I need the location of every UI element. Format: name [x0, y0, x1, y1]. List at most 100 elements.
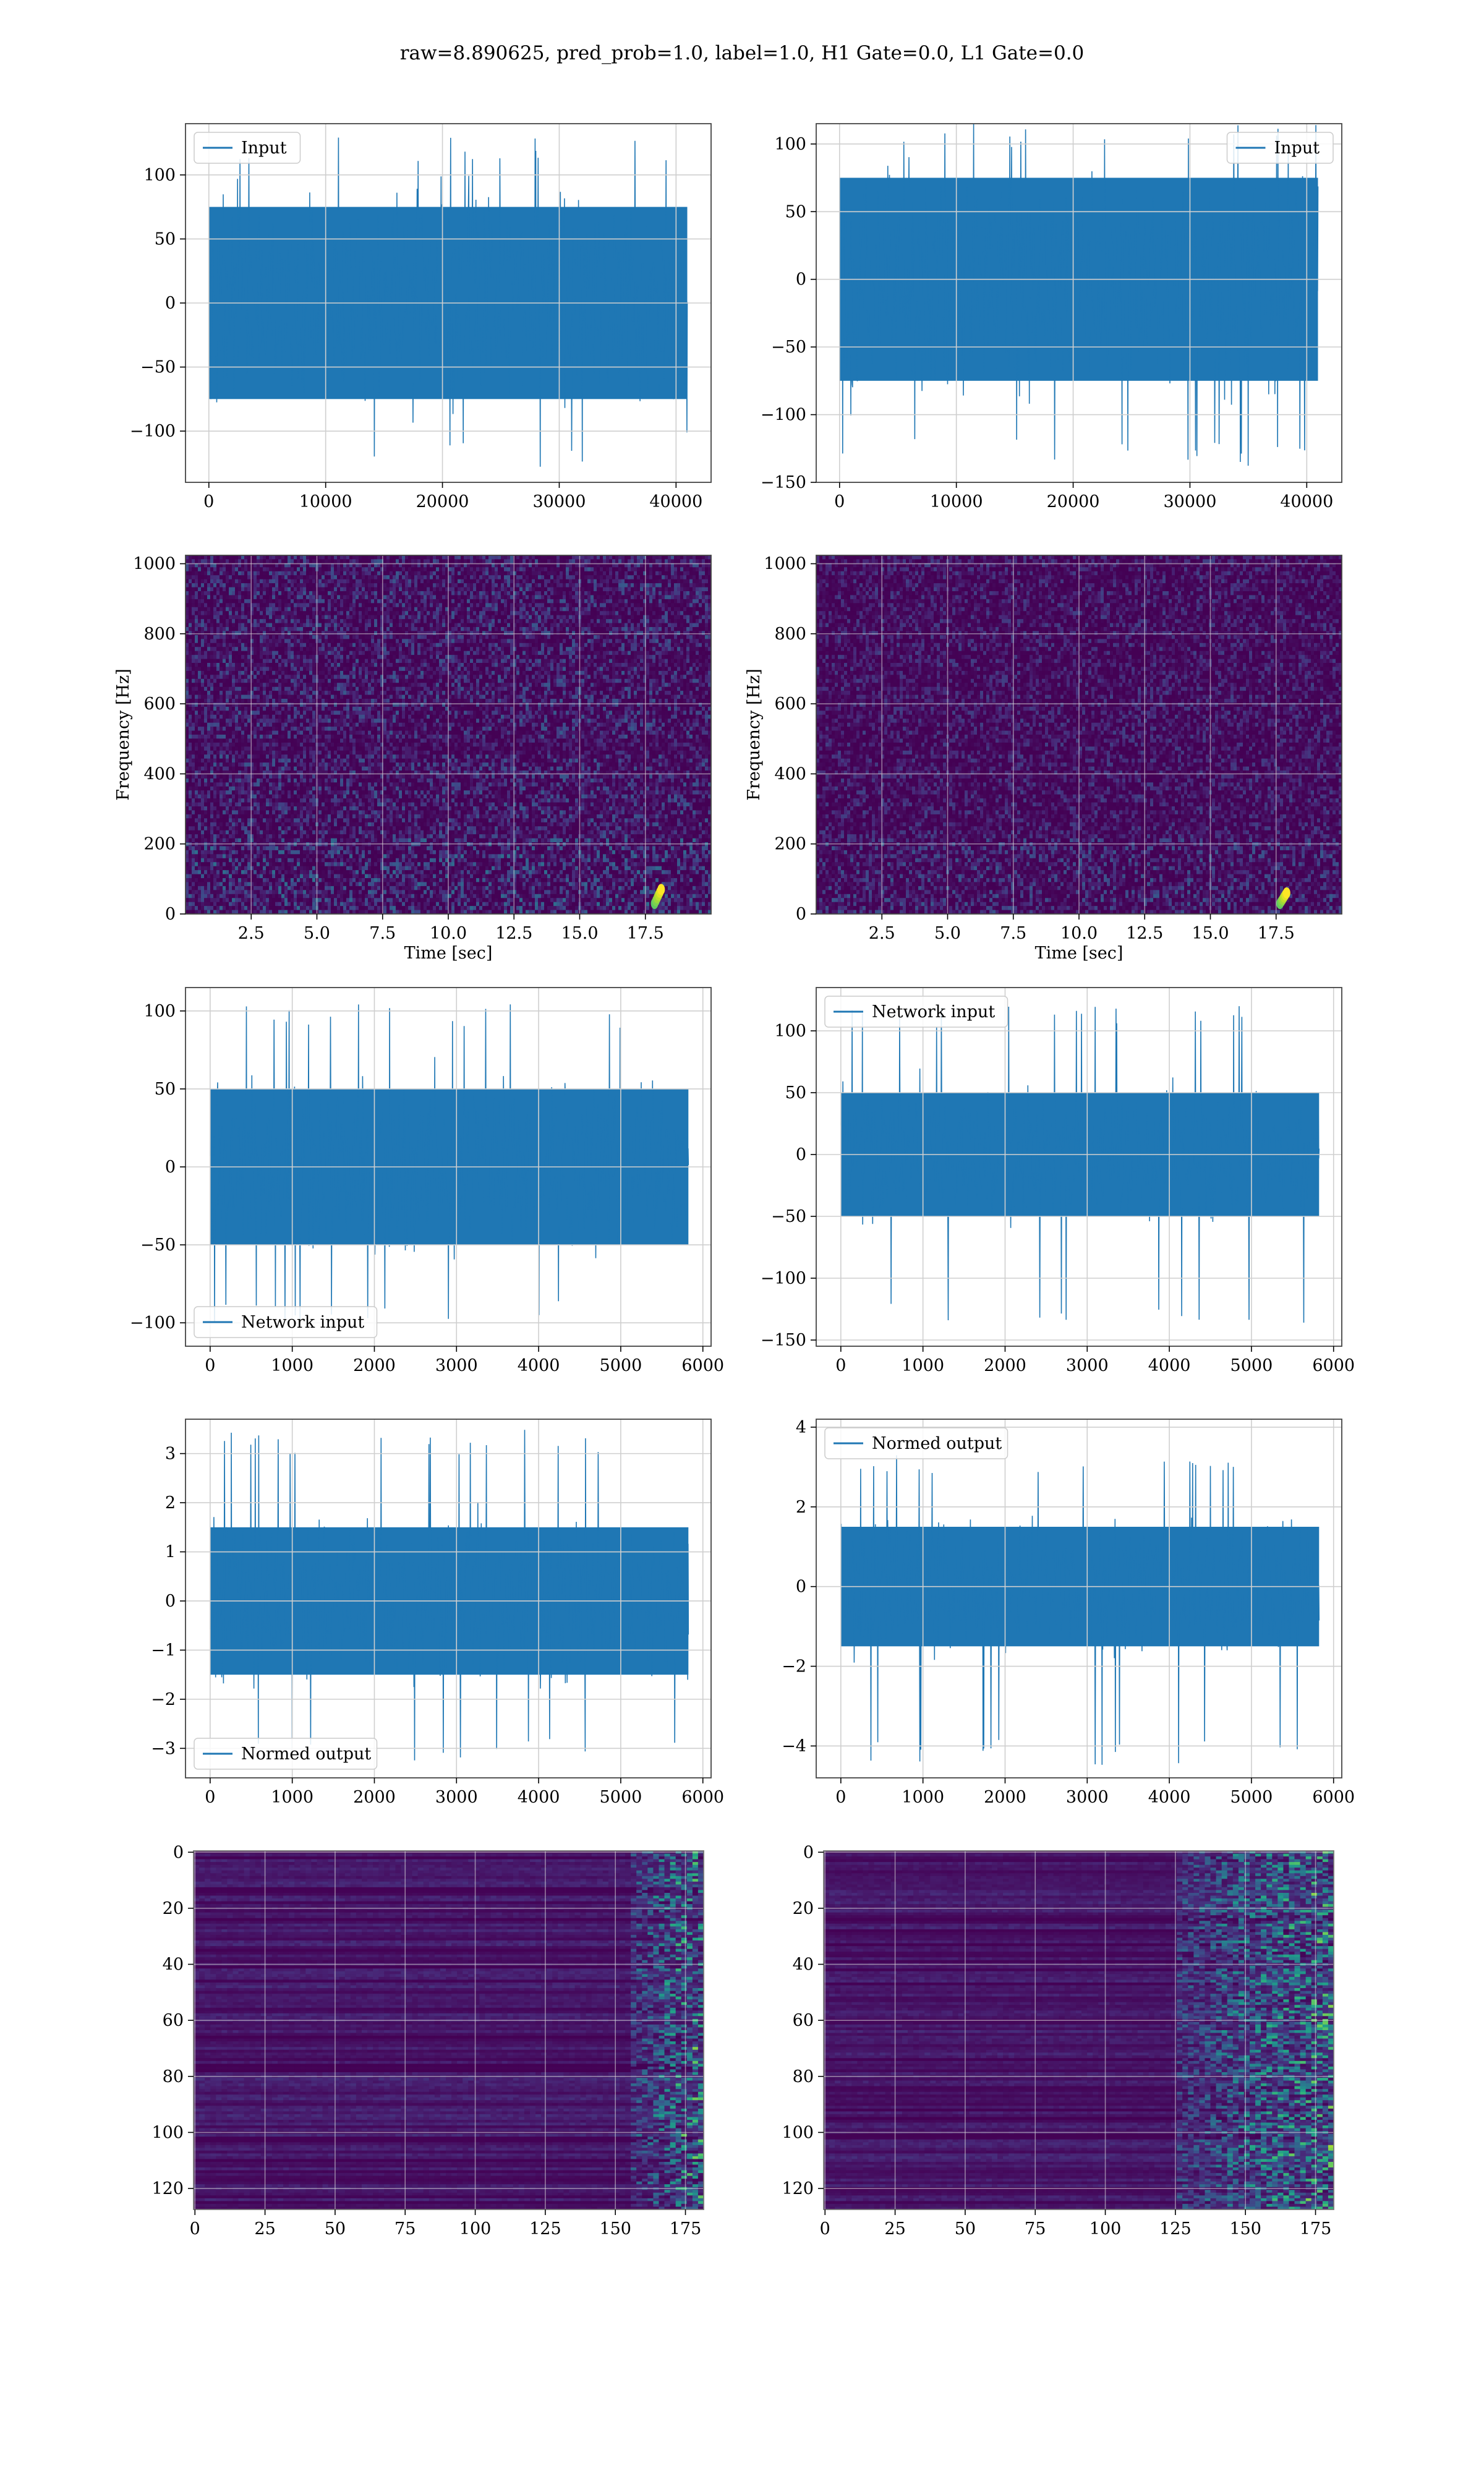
heatmap-cell	[294, 639, 297, 643]
heatmap-cell	[300, 683, 304, 687]
heatmap-cell	[322, 723, 325, 727]
heatmap-cell	[309, 559, 313, 563]
heatmap-cell	[241, 559, 245, 563]
heatmap-cell	[269, 814, 273, 819]
heatmap-cell	[281, 707, 285, 711]
heatmap-cell	[309, 790, 313, 795]
heatmap-cell	[318, 834, 322, 839]
heatmap-cell	[288, 787, 291, 791]
heatmap-cell	[223, 787, 226, 791]
heatmap-cell	[318, 723, 322, 727]
heatmap-cell	[325, 603, 328, 607]
heatmap-cell	[337, 846, 341, 850]
heatmap-cell	[257, 874, 260, 879]
heatmap-cell	[343, 691, 347, 695]
heatmap-cell	[328, 826, 331, 830]
heatmap-cell	[238, 619, 242, 623]
heatmap-cell	[241, 743, 245, 747]
heatmap-cell	[278, 595, 282, 599]
heatmap-cell	[254, 615, 257, 620]
heatmap-cell	[328, 719, 331, 723]
heatmap-cell	[269, 655, 273, 659]
heatmap-cell	[272, 659, 276, 664]
heatmap-cell	[281, 595, 285, 599]
heatmap-cell	[257, 679, 260, 683]
heatmap-cell	[266, 659, 270, 664]
heatmap-cell	[284, 830, 288, 835]
heatmap-cell	[260, 731, 263, 735]
heatmap-cell	[204, 683, 208, 687]
heatmap-cell	[220, 870, 223, 874]
heatmap-cell	[328, 635, 331, 639]
heatmap-cell	[349, 663, 353, 667]
heatmap-cell	[300, 619, 304, 623]
heatmap-cell	[263, 898, 267, 902]
heatmap-cell	[340, 754, 344, 759]
heatmap-cell	[343, 846, 347, 850]
heatmap-cell	[291, 695, 294, 699]
heatmap-cell	[318, 579, 322, 584]
heatmap-cell	[204, 699, 208, 703]
heatmap-cell	[346, 575, 350, 579]
heatmap-cell	[232, 810, 236, 814]
heatmap-cell	[337, 738, 341, 743]
heatmap-cell	[291, 723, 294, 727]
heatmap-cell	[223, 858, 226, 863]
heatmap-cell	[263, 611, 267, 615]
heatmap-cell	[340, 894, 344, 899]
heatmap-cell	[247, 615, 251, 620]
heatmap-cell	[309, 607, 313, 612]
heatmap-cell	[300, 699, 304, 703]
heatmap-cell	[303, 738, 307, 743]
heatmap-cell	[325, 579, 328, 584]
heatmap-cell	[244, 822, 248, 827]
heatmap-cell	[204, 555, 208, 560]
heatmap-cell	[284, 882, 288, 886]
heatmap-cell	[247, 635, 251, 639]
heatmap-cell	[322, 591, 325, 596]
heatmap-cell	[340, 667, 344, 671]
heatmap-cell	[272, 866, 276, 871]
heatmap-cell	[349, 727, 353, 731]
heatmap-cell	[300, 782, 304, 787]
heatmap-cell	[220, 595, 223, 599]
heatmap-cell	[352, 555, 356, 560]
heatmap-cell	[281, 615, 285, 620]
heatmap-cell	[229, 559, 232, 563]
heatmap-cell	[220, 850, 223, 855]
heatmap-cell	[291, 782, 294, 787]
heatmap-cell	[328, 790, 331, 795]
heatmap-cell	[340, 902, 344, 907]
heatmap-cell	[241, 814, 245, 819]
heatmap-cell	[349, 759, 353, 763]
heatmap-cell	[189, 870, 192, 874]
heatmap-cell	[260, 663, 263, 667]
heatmap-cell	[278, 579, 282, 584]
heatmap-cell	[198, 882, 202, 886]
heatmap-cell	[238, 723, 242, 727]
heatmap-cell	[337, 862, 341, 866]
heatmap-cell	[272, 846, 276, 850]
heatmap-cell	[220, 567, 223, 571]
heatmap-cell	[207, 583, 211, 587]
heatmap-cell	[297, 679, 301, 683]
heatmap-cell	[284, 683, 288, 687]
heatmap-cell	[195, 806, 198, 811]
heatmap-cell	[244, 743, 248, 747]
heatmap-cell	[241, 882, 245, 886]
heatmap-cell	[223, 643, 226, 647]
heatmap-cell	[232, 615, 236, 620]
heatmap-cell	[244, 663, 248, 667]
heatmap-cell	[195, 894, 198, 899]
heatmap-cell	[294, 862, 297, 866]
heatmap-cell	[189, 679, 192, 683]
heatmap-cell	[229, 746, 232, 751]
heatmap-cell	[275, 834, 279, 839]
heatmap-cell	[328, 583, 331, 587]
heatmap-cell	[247, 751, 251, 755]
heatmap-cell	[210, 599, 214, 604]
heatmap-cell	[272, 691, 276, 695]
heatmap-cell	[269, 607, 273, 612]
heatmap-cell	[192, 846, 195, 850]
heatmap-cell	[278, 567, 282, 571]
